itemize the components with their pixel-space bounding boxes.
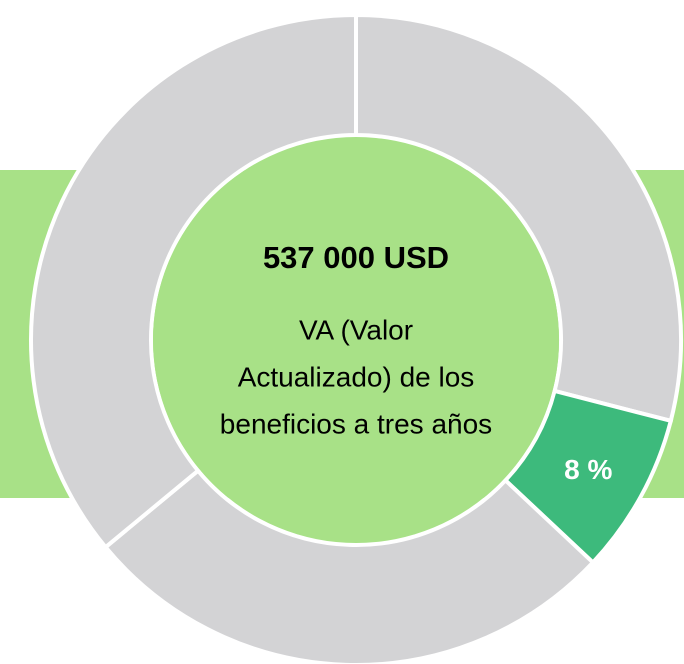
center-title: 537 000 USD <box>263 240 449 275</box>
donut-segment <box>102 467 596 664</box>
center-disc <box>153 137 559 543</box>
donut-segment <box>29 12 358 550</box>
value-label: 8 % <box>564 454 612 485</box>
center-subtitle: Actualizado) de los <box>238 361 475 392</box>
center-subtitle: VA (Valor <box>299 314 413 345</box>
center-subtitle: beneficios a tres años <box>220 408 492 439</box>
donut-segment <box>354 12 683 424</box>
